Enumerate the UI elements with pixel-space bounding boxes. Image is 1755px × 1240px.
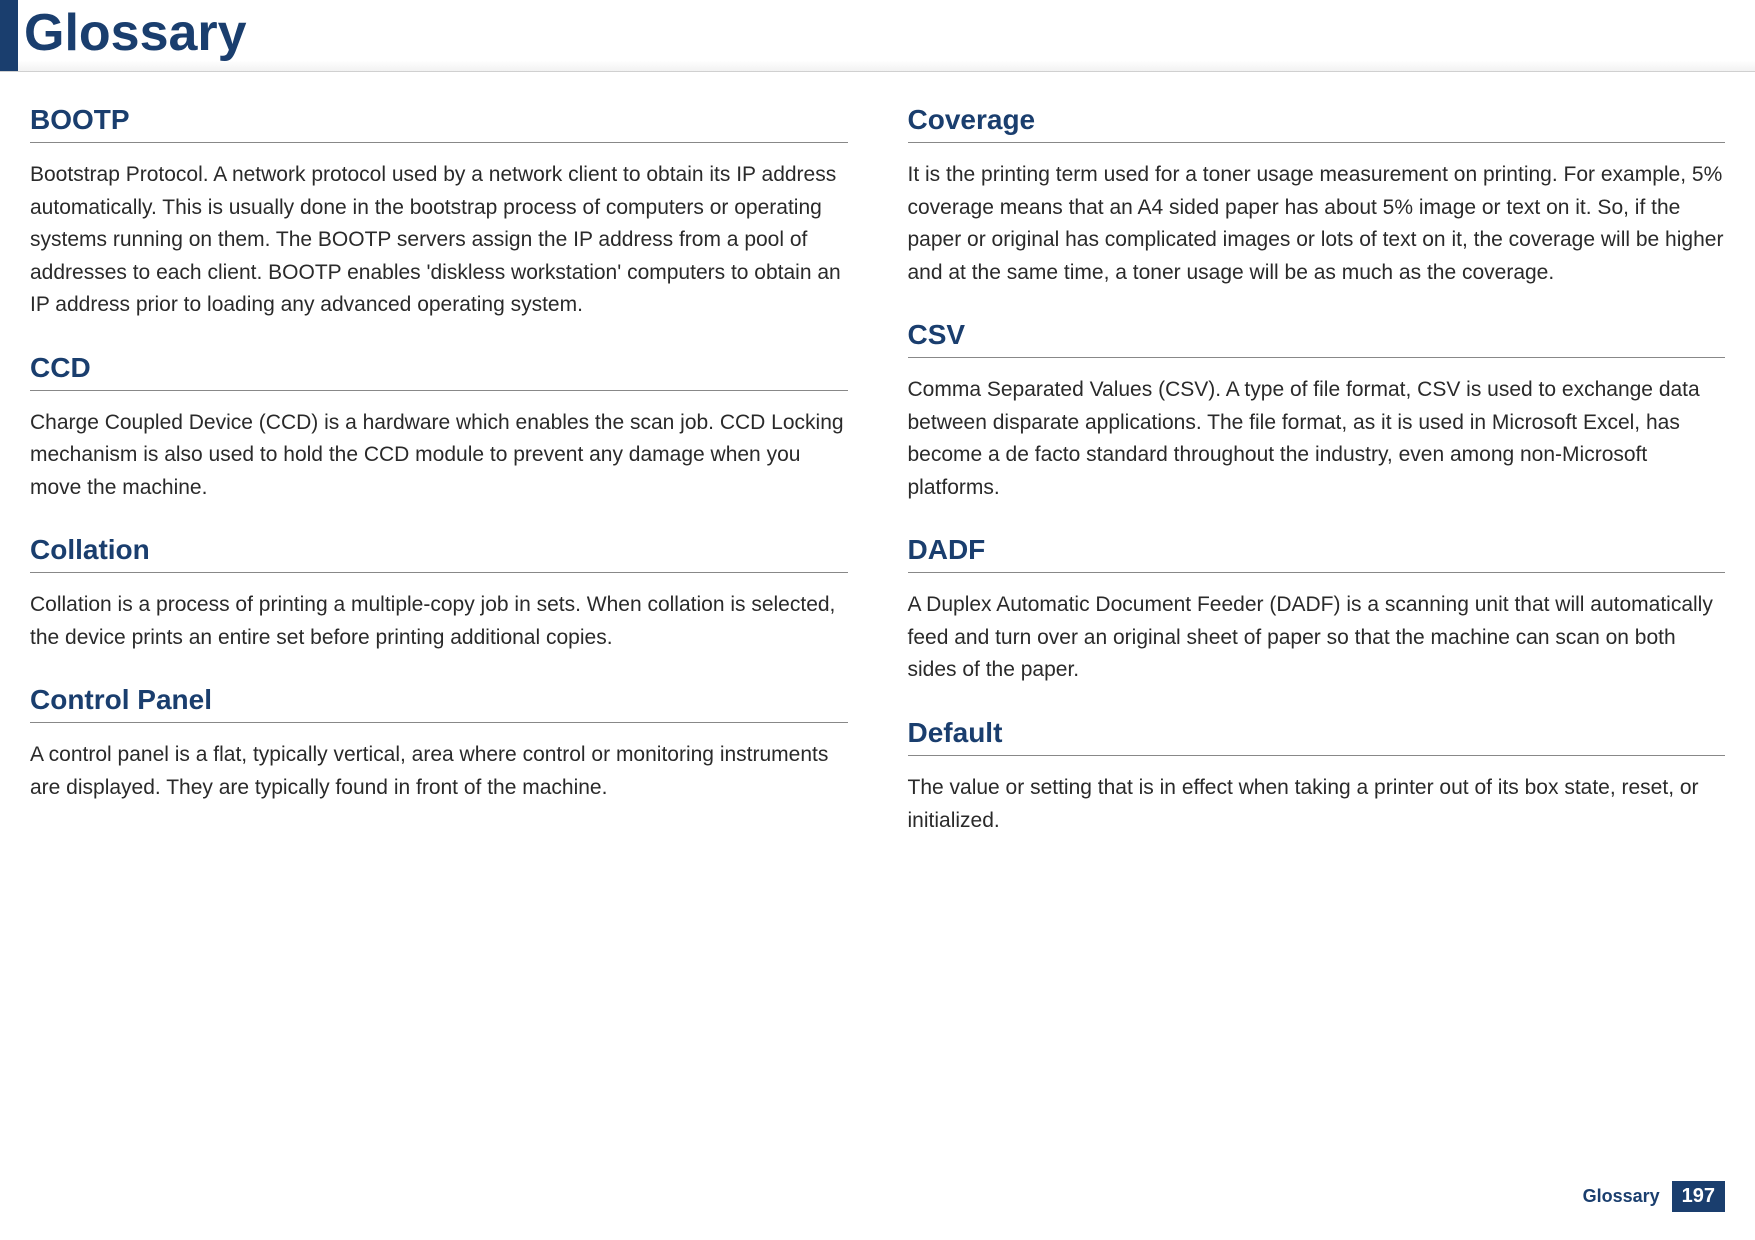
glossary-definition: Charge Coupled Device (CCD) is a hardwar… — [30, 407, 848, 505]
glossary-entry: Collation Collation is a process of prin… — [30, 534, 848, 654]
glossary-term: BOOTP — [30, 104, 848, 143]
glossary-entry: CSV Comma Separated Values (CSV). A type… — [908, 319, 1726, 504]
right-column: Coverage It is the printing term used fo… — [908, 104, 1726, 867]
page-title: Glossary — [18, 0, 247, 71]
glossary-term: Default — [908, 717, 1726, 756]
footer-section-label: Glossary — [1583, 1186, 1660, 1207]
glossary-term: Collation — [30, 534, 848, 573]
glossary-definition: A Duplex Automatic Document Feeder (DADF… — [908, 589, 1726, 687]
page-header: Glossary — [0, 0, 1755, 72]
content-area: BOOTP Bootstrap Protocol. A network prot… — [0, 72, 1755, 867]
glossary-entry: Control Panel A control panel is a flat,… — [30, 684, 848, 804]
glossary-definition: The value or setting that is in effect w… — [908, 772, 1726, 837]
glossary-definition: Collation is a process of printing a mul… — [30, 589, 848, 654]
glossary-term: DADF — [908, 534, 1726, 573]
glossary-definition: Comma Separated Values (CSV). A type of … — [908, 374, 1726, 504]
glossary-term: CSV — [908, 319, 1726, 358]
left-column: BOOTP Bootstrap Protocol. A network prot… — [30, 104, 848, 867]
glossary-entry: Default The value or setting that is in … — [908, 717, 1726, 837]
page-number: 197 — [1672, 1181, 1725, 1212]
glossary-term: Control Panel — [30, 684, 848, 723]
page-footer: Glossary 197 — [1583, 1181, 1725, 1212]
header-accent-bar — [0, 0, 18, 71]
glossary-entry: CCD Charge Coupled Device (CCD) is a har… — [30, 352, 848, 505]
glossary-definition: It is the printing term used for a toner… — [908, 159, 1726, 289]
glossary-entry: DADF A Duplex Automatic Document Feeder … — [908, 534, 1726, 687]
glossary-definition: A control panel is a flat, typically ver… — [30, 739, 848, 804]
glossary-term: CCD — [30, 352, 848, 391]
glossary-entry: Coverage It is the printing term used fo… — [908, 104, 1726, 289]
glossary-entry: BOOTP Bootstrap Protocol. A network prot… — [30, 104, 848, 322]
glossary-definition: Bootstrap Protocol. A network protocol u… — [30, 159, 848, 322]
glossary-term: Coverage — [908, 104, 1726, 143]
